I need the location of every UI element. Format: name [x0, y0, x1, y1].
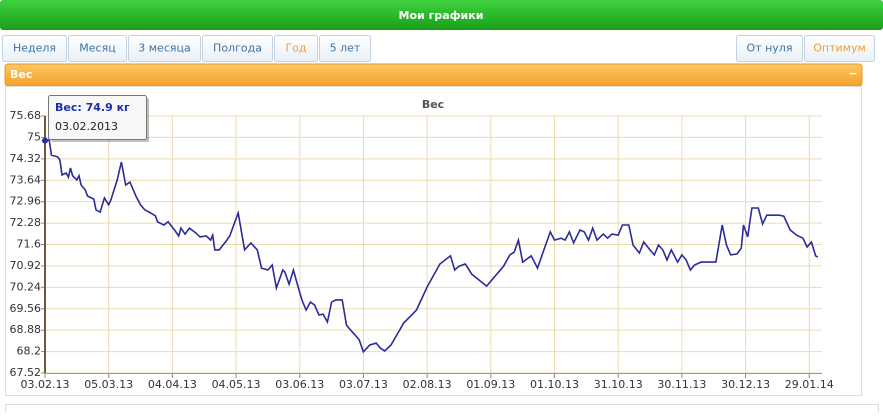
button-bg[interactable] [68, 35, 127, 62]
button-bg[interactable] [2, 35, 67, 62]
y-tick-label: 68.88 [10, 323, 42, 336]
x-tick-label: 04.05.13 [212, 378, 261, 391]
y-tick-label: 71.6 [17, 238, 42, 251]
chart-title: Вес [422, 98, 444, 111]
y-tick-label: 68.2 [17, 345, 42, 358]
x-tick-label: 02.08.13 [403, 378, 452, 391]
y-tick-label: 74.32 [10, 152, 42, 165]
x-tick-label: 30.11.13 [657, 378, 706, 391]
header-title: Мои графики [399, 9, 484, 22]
button-bg[interactable] [736, 35, 803, 62]
button-label[interactable]: Год [285, 42, 306, 55]
hover-point [42, 137, 48, 144]
line [44, 138, 819, 354]
x-tick-label: 31.10.13 [594, 378, 643, 391]
button[interactable]: Месяц [68, 35, 127, 62]
x-tick-label: 03.07.13 [339, 378, 388, 391]
tooltip: Вес: 74.9 кг 03.02.2013 [48, 95, 149, 142]
button-label[interactable]: От нуля [747, 42, 793, 55]
button[interactable]: 5 лет [319, 35, 371, 62]
y-tick-label: 75 [27, 130, 41, 143]
y-tick-label: 70.24 [10, 280, 42, 293]
next-panel [5, 404, 879, 416]
y-tick-label: 73.64 [10, 173, 42, 186]
panel-title: Вес [10, 68, 32, 81]
button-bar: Неделя Месяц 3 месяца Полгода Год 5 лет От нул… [2, 35, 875, 62]
button-bg[interactable] [202, 35, 273, 62]
button[interactable]: Полгода [202, 35, 273, 62]
panel-header [4, 63, 863, 87]
tooltip-date: 03.02.2013 [55, 120, 118, 133]
y-tick-label: 70.92 [10, 259, 42, 272]
y-tick-label: 69.56 [10, 302, 42, 315]
button-bg[interactable] [319, 35, 371, 62]
button-label[interactable]: 5 лет [330, 42, 361, 55]
x-tick-label: 04.04.13 [148, 378, 197, 391]
button-label[interactable]: Оптимум [813, 42, 866, 55]
y-tick-label: 72.28 [10, 216, 42, 229]
x-tick-label: 03.06.13 [275, 378, 324, 391]
x-tick-label: 01.09.13 [466, 378, 515, 391]
button-bg[interactable] [804, 35, 875, 62]
button[interactable]: От нуля [736, 35, 803, 62]
button[interactable]: Оптимум [804, 35, 875, 62]
button-label[interactable]: Полгода [213, 42, 262, 55]
x-tick-label: 29.01.14 [785, 378, 834, 391]
button-label[interactable]: 3 месяца [138, 42, 190, 55]
collapse-button[interactable]: − [848, 67, 857, 80]
y-tick-label: 67.52 [10, 366, 42, 379]
button-label[interactable]: Месяц [79, 42, 115, 55]
button-label[interactable]: Неделя [13, 42, 56, 55]
header-bar [0, 0, 883, 30]
button[interactable]: 3 месяца [128, 35, 201, 62]
y-tick-label: 72.96 [10, 195, 42, 208]
x-tick-label: 01.10.13 [530, 378, 579, 391]
x-tick-label: 03.02.13 [21, 378, 70, 391]
button[interactable]: Год [274, 35, 318, 62]
tooltip-box [48, 95, 147, 140]
tooltip-text: Вес: 74.9 кг [55, 101, 130, 114]
y-tick-label: 75.68 [10, 109, 42, 122]
x-tick-label: 05.03.13 [84, 378, 133, 391]
button-bg[interactable] [128, 35, 201, 62]
button[interactable]: Неделя [2, 35, 67, 62]
x-tick-label: 30.12.13 [721, 378, 770, 391]
plot: 67.52 68.2 68.88 69.56 70.24 70.92 71.6 72.28 72… [10, 95, 834, 391]
button-bg[interactable] [274, 35, 318, 62]
